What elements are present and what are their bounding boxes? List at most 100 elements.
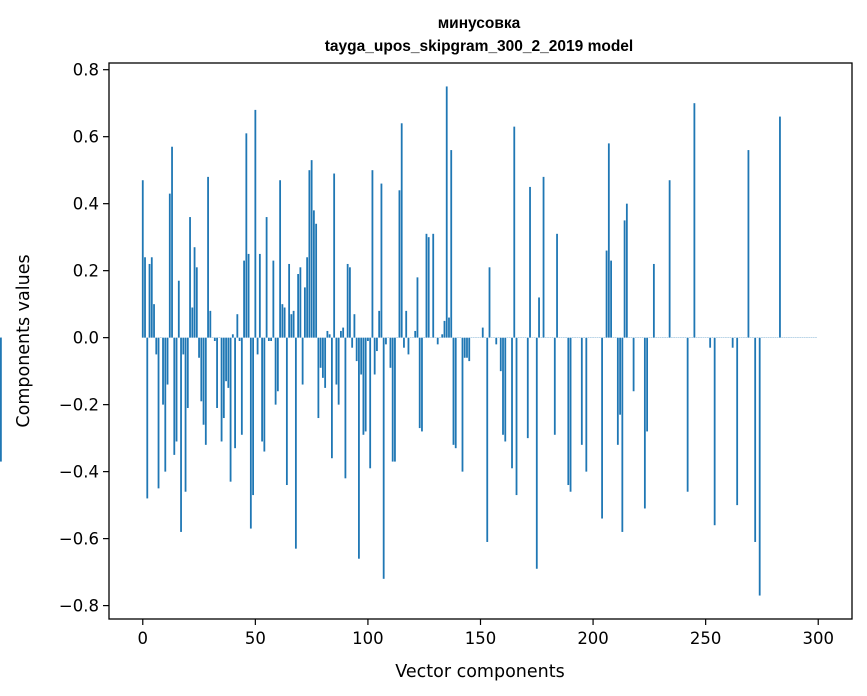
- bar-component-134: [443, 320, 446, 338]
- bar-component-116: [403, 337, 405, 348]
- bar-component-171: [526, 337, 529, 439]
- bar-component-143: [463, 337, 466, 358]
- bar-component-0: [141, 180, 144, 338]
- bar-component-51: [256, 337, 259, 355]
- bar-component-64: [285, 337, 288, 486]
- bar-component-127: [427, 237, 430, 338]
- bar-component-11: [166, 337, 169, 385]
- bar-component-176: [538, 297, 540, 338]
- bar-component-4: [150, 257, 153, 338]
- bar-component-269: [747, 150, 750, 338]
- bar-component-2: [146, 337, 149, 499]
- bar-component-7: [157, 337, 160, 489]
- bar-component-94: [353, 314, 356, 338]
- bar-component-142: [461, 337, 464, 472]
- bar-component-39: [229, 337, 232, 482]
- bar-component-207: [607, 143, 610, 338]
- bar-component-106: [380, 183, 383, 338]
- bar-component-157: [495, 337, 498, 345]
- bar-component-52: [258, 253, 261, 338]
- bar-component-175: [535, 337, 538, 569]
- bar-component-58: [272, 260, 275, 338]
- bar-component-111: [391, 337, 394, 462]
- bar-component-144: [466, 337, 468, 358]
- y-tick-label: −0.8: [59, 597, 99, 616]
- bar-component-139: [454, 337, 457, 449]
- bar-component-53: [261, 337, 263, 442]
- bar-component-62: [281, 304, 284, 338]
- bar-component-172: [529, 186, 531, 338]
- bar-component-1: [144, 257, 146, 338]
- bar-component-82: [326, 330, 329, 338]
- bar-component-65: [288, 263, 291, 338]
- bar-component-33: [216, 337, 218, 408]
- bar-component-100: [367, 337, 369, 341]
- bar-component-223: [643, 337, 646, 509]
- bar-component-93: [351, 337, 354, 348]
- y-tick-label: 0.2: [73, 262, 99, 281]
- bar-component-29: [207, 176, 209, 338]
- bar-component-61: [279, 180, 282, 338]
- bar-component-110: [389, 337, 392, 368]
- bar-component-135: [445, 86, 448, 338]
- bar-component-154: [488, 267, 491, 338]
- bar-component-122: [416, 277, 419, 338]
- bar-component-22: [191, 307, 194, 338]
- chart-title: минусовка: [438, 15, 521, 32]
- bar-component-213: [621, 337, 624, 532]
- bar-component-197: [585, 337, 588, 472]
- bar-component-27: [202, 337, 205, 425]
- bar-component-60: [276, 337, 279, 392]
- bar-component-183: [553, 337, 556, 435]
- bar-component-84: [331, 337, 333, 459]
- bar-component-69: [297, 274, 300, 338]
- bar-component-50: [254, 109, 257, 338]
- bar-component-206: [605, 250, 608, 338]
- bar-component-68: [294, 337, 297, 549]
- bar-component-3: [148, 263, 151, 338]
- bar-component-14: [173, 337, 176, 455]
- bar-component-57: [270, 337, 273, 341]
- bar-component-72: [303, 287, 306, 338]
- bar-component-48: [249, 337, 252, 529]
- bar-component-218: [632, 337, 635, 392]
- bar-component-89: [342, 327, 345, 338]
- bar-component-99: [364, 337, 367, 432]
- bar-component-67: [292, 310, 295, 338]
- bar-component-274: [758, 337, 761, 596]
- bar-component-36: [222, 337, 225, 419]
- bar-component-114: [398, 190, 401, 338]
- y-tick-label: −0.2: [59, 396, 99, 415]
- bar-component-208: [610, 260, 612, 338]
- bar-component-25: [198, 337, 200, 358]
- bar-component-118: [407, 337, 410, 355]
- bar-component-9: [162, 337, 164, 405]
- bar-component-19: [184, 337, 187, 492]
- bar-component-190: [569, 337, 572, 492]
- bar-component-283: [779, 116, 781, 338]
- x-tick-label: 300: [802, 629, 834, 648]
- y-tick-label: 0.8: [73, 61, 99, 80]
- bar-component-254: [713, 337, 716, 526]
- bar-component-151: [481, 327, 484, 338]
- bar-component-71: [301, 337, 304, 385]
- bar-component-77: [315, 223, 318, 338]
- bar-component-107: [382, 337, 385, 579]
- x-axis: 0 50 100 150 200 250 300: [138, 619, 834, 648]
- bar-component-49: [252, 337, 254, 496]
- bar-component-90: [344, 337, 347, 479]
- x-tick-label: 200: [577, 629, 609, 648]
- bar-component-245: [693, 103, 696, 338]
- bar-component-101: [369, 337, 372, 469]
- bar-component-23: [193, 247, 196, 338]
- bar-component-262: [731, 337, 734, 348]
- bar-component-98: [362, 337, 365, 435]
- bar-component-264: [736, 337, 739, 506]
- bar-component-18: [182, 337, 185, 355]
- bar-component-96: [358, 337, 360, 559]
- y-axis-label: Components values: [14, 254, 34, 427]
- bar-component-32: [213, 337, 216, 341]
- plot-frame: [108, 62, 853, 620]
- x-tick-label: 150: [465, 629, 497, 648]
